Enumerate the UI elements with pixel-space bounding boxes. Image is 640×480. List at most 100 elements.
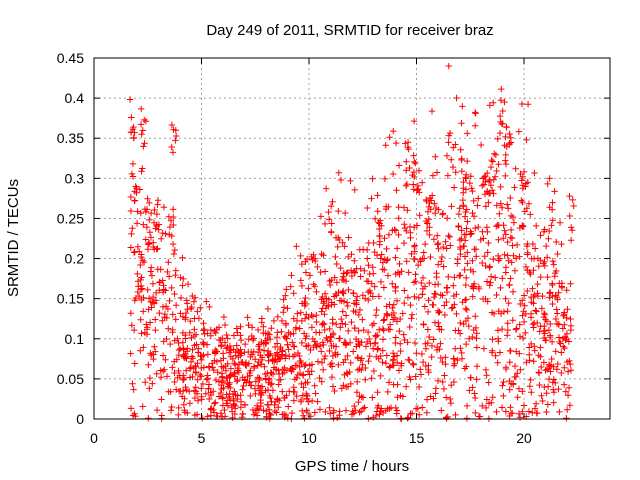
data-point	[372, 312, 380, 319]
data-point	[470, 283, 477, 291]
data-point	[344, 269, 351, 276]
data-point	[339, 308, 346, 315]
data-point	[427, 253, 434, 261]
data-point	[426, 231, 433, 239]
data-point	[481, 253, 488, 260]
data-point	[289, 353, 297, 360]
data-point	[321, 326, 328, 334]
data-point	[274, 313, 281, 321]
data-point	[540, 260, 547, 267]
data-point	[555, 289, 562, 296]
data-point	[479, 182, 486, 189]
data-point	[303, 255, 311, 263]
data-point	[142, 379, 149, 386]
data-point	[550, 261, 557, 268]
data-point	[224, 344, 231, 351]
data-point	[472, 224, 479, 232]
data-point	[512, 373, 520, 381]
data-point	[412, 405, 420, 412]
data-point	[298, 317, 306, 325]
data-point	[266, 376, 273, 384]
data-point	[128, 230, 135, 238]
data-point	[502, 157, 509, 164]
data-point	[129, 225, 136, 232]
data-point	[410, 168, 418, 176]
data-point	[302, 258, 309, 265]
data-point	[137, 121, 145, 128]
data-point	[352, 308, 359, 316]
data-point	[145, 361, 152, 368]
data-point	[256, 346, 263, 353]
data-point	[564, 368, 572, 375]
data-point	[482, 173, 489, 180]
data-point	[357, 273, 364, 280]
data-point	[361, 404, 368, 411]
data-point	[524, 101, 532, 108]
data-point	[471, 394, 479, 402]
data-point	[428, 107, 436, 115]
data-point	[168, 284, 175, 292]
data-point	[368, 374, 375, 382]
data-point	[486, 282, 493, 289]
data-point	[140, 294, 147, 302]
data-point	[500, 378, 507, 386]
data-point	[359, 316, 366, 323]
data-point	[135, 292, 143, 300]
data-point	[217, 389, 224, 397]
data-point	[534, 410, 541, 417]
data-point	[565, 338, 573, 345]
data-point	[347, 380, 355, 388]
data-point	[169, 240, 177, 248]
data-point	[553, 366, 561, 373]
data-point	[340, 298, 348, 305]
data-point	[504, 238, 511, 246]
data-point	[543, 390, 550, 397]
data-point	[262, 375, 270, 382]
data-point	[451, 274, 458, 281]
data-point	[421, 283, 429, 290]
data-point	[487, 163, 495, 171]
data-point	[494, 221, 501, 229]
data-point	[568, 224, 575, 231]
data-point	[214, 412, 221, 420]
data-point	[562, 388, 569, 395]
data-point	[535, 369, 543, 377]
data-point	[377, 255, 384, 262]
data-point	[563, 314, 570, 322]
data-point	[545, 326, 553, 334]
data-point	[382, 360, 390, 367]
data-point	[171, 290, 178, 298]
data-point	[433, 273, 440, 281]
data-point	[437, 354, 444, 362]
data-point	[366, 352, 373, 360]
data-point	[197, 352, 204, 360]
data-point	[132, 183, 139, 190]
data-point	[406, 373, 413, 381]
data-point	[482, 203, 490, 210]
data-point	[480, 173, 488, 181]
data-point	[389, 227, 396, 234]
data-point	[568, 227, 576, 234]
data-point	[329, 198, 336, 206]
data-point	[327, 202, 335, 210]
data-point	[300, 330, 308, 337]
data-point	[489, 394, 496, 401]
data-point	[143, 206, 151, 213]
data-point	[368, 280, 375, 287]
data-point	[522, 263, 530, 271]
data-point	[558, 369, 565, 377]
data-point	[392, 139, 400, 147]
data-point	[136, 186, 144, 193]
data-point	[370, 367, 378, 375]
data-point	[376, 238, 384, 245]
data-point	[167, 217, 175, 224]
data-point	[328, 301, 335, 309]
data-point	[266, 392, 273, 400]
x-axis-label: GPS time / hours	[295, 458, 409, 475]
data-point	[526, 383, 534, 390]
data-point	[354, 366, 362, 374]
data-point	[284, 341, 291, 348]
data-point	[198, 396, 205, 403]
data-point	[261, 363, 268, 370]
data-point	[392, 284, 399, 292]
